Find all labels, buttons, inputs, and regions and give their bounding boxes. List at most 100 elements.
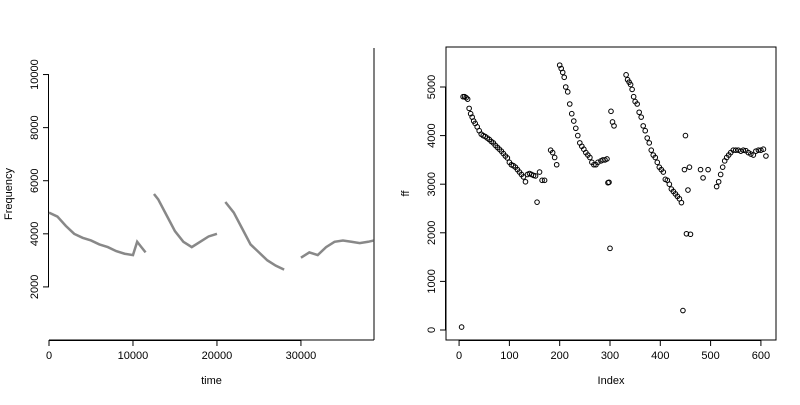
point — [466, 105, 472, 112]
point — [760, 146, 767, 153]
x-tick-label: 300 — [601, 350, 619, 362]
point — [574, 132, 581, 139]
x-tick-label: 200 — [551, 350, 569, 362]
point — [636, 109, 642, 116]
point — [553, 161, 560, 168]
point — [763, 153, 769, 159]
spectrogram-ridge — [48, 211, 147, 257]
point — [683, 230, 690, 237]
point — [748, 151, 754, 157]
x-tick-label: 30000 — [286, 350, 317, 362]
point — [682, 132, 689, 139]
point — [595, 159, 601, 166]
point — [549, 149, 556, 156]
y-tick-label: 1000 — [426, 269, 438, 293]
x-tick-label: 600 — [752, 350, 770, 362]
point — [606, 179, 612, 186]
plot-frame — [445, 46, 777, 341]
point — [566, 101, 573, 107]
point — [652, 154, 659, 161]
x-tick-label: 20000 — [202, 350, 233, 362]
point — [713, 183, 720, 190]
x-tick-label: 100 — [500, 350, 518, 362]
point — [629, 86, 635, 93]
point — [758, 147, 764, 153]
y-tick-label: 2000 — [29, 275, 41, 299]
point — [732, 147, 739, 153]
point — [611, 123, 617, 129]
y-axis-title: ff — [400, 190, 412, 197]
point — [568, 110, 575, 117]
point — [536, 169, 543, 175]
point — [680, 307, 686, 314]
x-tick-label: 0 — [456, 350, 462, 362]
x-axis-title: time — [201, 375, 222, 387]
point — [717, 171, 724, 178]
spectrogram-ridge — [224, 201, 285, 271]
point — [556, 62, 563, 68]
y-tick-label: 3000 — [426, 172, 438, 196]
x-tick-label: 0 — [46, 350, 52, 362]
point — [697, 166, 704, 173]
point — [564, 89, 571, 95]
point — [561, 74, 568, 81]
x-tick-label: 400 — [651, 350, 669, 362]
x-axis-title: Index — [598, 375, 625, 387]
point — [562, 84, 569, 90]
point — [467, 110, 474, 117]
point — [608, 108, 614, 115]
y-tick-label: 10000 — [29, 59, 41, 90]
point — [630, 93, 637, 100]
y-tick-label: 0 — [426, 327, 438, 333]
point — [686, 164, 693, 170]
y-axis-title: Frequency — [3, 168, 15, 220]
y-tick-label: 8000 — [29, 115, 41, 139]
point — [750, 152, 757, 158]
point — [666, 181, 673, 187]
point — [646, 140, 653, 146]
y-tick-label: 4000 — [426, 123, 438, 147]
point — [638, 114, 644, 120]
spectrogram-ridge — [300, 239, 375, 259]
point — [623, 72, 629, 78]
point — [534, 199, 540, 205]
y-tick-label: 4000 — [29, 222, 41, 246]
point — [654, 159, 661, 166]
point — [685, 187, 691, 193]
point — [740, 147, 747, 153]
point — [687, 231, 694, 238]
point — [539, 177, 545, 184]
point — [458, 324, 465, 330]
point — [634, 101, 640, 107]
point — [559, 69, 566, 76]
point — [464, 96, 471, 102]
point — [642, 127, 649, 134]
point — [607, 245, 613, 252]
point — [587, 154, 593, 161]
point — [681, 166, 688, 173]
point — [627, 81, 634, 88]
point — [660, 169, 667, 175]
y-tick-label: 6000 — [29, 168, 41, 192]
point — [700, 175, 706, 181]
point — [755, 147, 762, 153]
point — [719, 164, 726, 170]
point — [541, 177, 548, 184]
point — [570, 118, 577, 124]
point — [648, 147, 655, 153]
point — [705, 166, 711, 173]
point — [644, 135, 651, 141]
point — [640, 123, 646, 129]
y-tick-label: 2000 — [426, 221, 438, 245]
x-tick-label: 500 — [701, 350, 719, 362]
y-tick-label: 5000 — [426, 75, 438, 99]
point — [463, 94, 469, 101]
point — [591, 161, 597, 168]
point — [604, 156, 610, 162]
point — [572, 125, 579, 132]
point — [520, 174, 527, 180]
point — [753, 148, 759, 154]
point — [715, 178, 722, 185]
point — [504, 155, 511, 161]
point — [678, 199, 685, 206]
